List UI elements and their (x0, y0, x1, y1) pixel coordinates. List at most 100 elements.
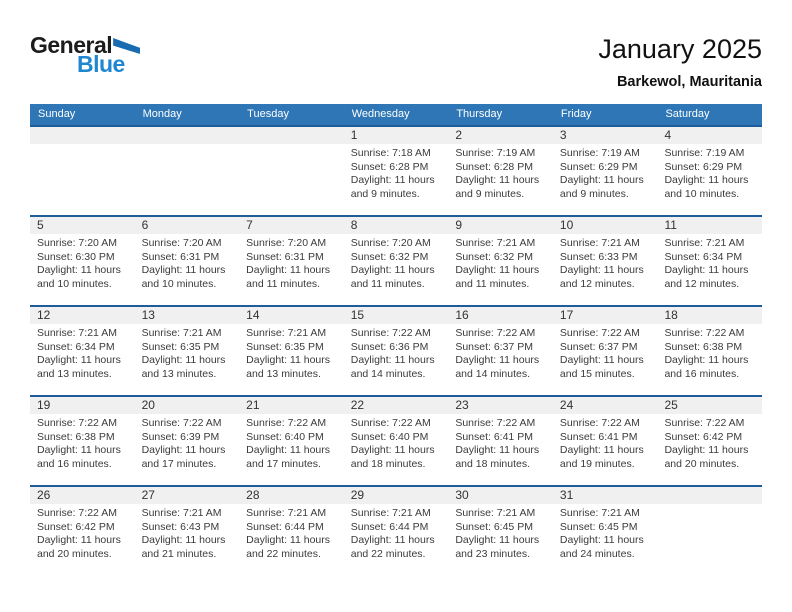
day-number: 24 (552, 397, 658, 414)
sunset-text: Sunset: 6:34 PM (37, 340, 115, 353)
sunset-text: Sunset: 6:44 PM (246, 520, 324, 533)
sunrise-text: Sunrise: 7:19 AM (455, 147, 536, 159)
day-details: Sunrise: 7:22 AM Sunset: 6:36 PM Daylight:… (344, 324, 449, 381)
sunset-text: Sunset: 6:42 PM (37, 520, 115, 533)
day-details: Sunrise: 7:18 AM Sunset: 6:28 PM Daylight:… (344, 144, 449, 201)
daylight-text: Daylight: 11 hours and 14 minutes. (455, 354, 540, 380)
location-subtitle: Barkewol, Mauritania (616, 74, 762, 90)
day-cell-empty (30, 127, 135, 215)
title-block: January 2025 Barkewol, Mauritania (598, 34, 762, 90)
sunset-text: Sunset: 6:39 PM (141, 430, 220, 443)
logo-text-general: General (30, 32, 113, 58)
day-number: 26 (30, 487, 135, 504)
day-details: Sunrise: 7:22 AM Sunset: 6:38 PM Daylight:… (30, 414, 135, 471)
weekday-header-saturday: Saturday (665, 108, 710, 120)
sunrise-text: Sunrise: 7:22 AM (246, 417, 327, 429)
day-number: 17 (552, 307, 658, 324)
day-number: 4 (657, 127, 763, 144)
day-cell: 27 Sunrise: 7:21 AM Sunset: 6:43 PM Dayligh… (134, 487, 240, 575)
day-number: 27 (134, 487, 240, 504)
day-number: 10 (552, 217, 658, 234)
day-details: Sunrise: 7:19 AM Sunset: 6:29 PM Daylight:… (553, 144, 658, 201)
sunset-text: Sunset: 6:34 PM (664, 250, 743, 263)
weekday-header-sunday: Sunday (38, 108, 76, 120)
week-row: 1 Sunrise: 7:18 AM Sunset: 6:28 PM Daylight… (30, 125, 763, 215)
day-cell: 20 Sunrise: 7:22 AM Sunset: 6:39 PM Dayligh… (134, 397, 240, 485)
daylight-text: Daylight: 11 hours and 13 minutes. (141, 354, 226, 380)
day-number: 9 (448, 217, 553, 234)
sunrise-text: Sunrise: 7:22 AM (559, 417, 640, 429)
day-details: Sunrise: 7:21 AM Sunset: 6:32 PM Daylight:… (448, 234, 553, 291)
sunrise-text: Sunrise: 7:22 AM (455, 327, 536, 339)
sunrise-text: Sunrise: 7:21 AM (141, 327, 222, 339)
daylight-text: Daylight: 11 hours and 14 minutes. (350, 354, 435, 380)
sunset-text: Sunset: 6:44 PM (350, 520, 429, 533)
day-details: Sunrise: 7:22 AM Sunset: 6:39 PM Daylight:… (135, 414, 240, 471)
day-number: 30 (448, 487, 553, 504)
day-cell: 3 Sunrise: 7:19 AM Sunset: 6:29 PM Daylight… (552, 127, 658, 215)
daylight-text: Daylight: 11 hours and 12 minutes. (664, 264, 749, 290)
sunrise-text: Sunrise: 7:20 AM (37, 237, 117, 249)
day-details: Sunrise: 7:20 AM Sunset: 6:30 PM Daylight:… (30, 234, 135, 291)
day-number: 19 (30, 397, 135, 414)
sunset-text: Sunset: 6:41 PM (455, 430, 533, 443)
sunset-text: Sunset: 6:28 PM (455, 160, 533, 173)
sunrise-text: Sunrise: 7:21 AM (559, 237, 640, 249)
sunset-text: Sunset: 6:32 PM (455, 250, 533, 263)
daylight-text: Daylight: 11 hours and 22 minutes. (350, 534, 435, 560)
daylight-text: Daylight: 11 hours and 18 minutes. (350, 444, 435, 470)
sunset-text: Sunset: 6:31 PM (141, 250, 220, 263)
day-details: Sunrise: 7:21 AM Sunset: 6:45 PM Daylight:… (448, 504, 553, 561)
sunset-text: Sunset: 6:41 PM (559, 430, 638, 443)
sunrise-text: Sunrise: 7:22 AM (664, 417, 745, 429)
daylight-text: Daylight: 11 hours and 17 minutes. (141, 444, 226, 470)
sunrise-text: Sunrise: 7:22 AM (559, 327, 640, 339)
day-number: 6 (134, 217, 240, 234)
sunset-text: Sunset: 6:36 PM (350, 340, 429, 353)
topbar: General Blue January 2025 Barkewol, Maur… (30, 32, 762, 91)
day-cell: 13 Sunrise: 7:21 AM Sunset: 6:35 PM Dayligh… (134, 307, 240, 395)
day-cell: 30 Sunrise: 7:21 AM Sunset: 6:45 PM Dayligh… (448, 487, 553, 575)
sunset-text: Sunset: 6:35 PM (246, 340, 324, 353)
daylight-text: Daylight: 11 hours and 11 minutes. (455, 264, 540, 290)
daylight-text: Daylight: 11 hours and 10 minutes. (37, 264, 121, 290)
day-cell: 7 Sunrise: 7:20 AM Sunset: 6:31 PM Daylight… (239, 217, 344, 305)
daylight-text: Daylight: 11 hours and 16 minutes. (664, 354, 749, 380)
page-title: January 2025 (598, 34, 762, 64)
day-cell: 18 Sunrise: 7:22 AM Sunset: 6:38 PM Dayligh… (657, 307, 763, 395)
sunrise-text: Sunrise: 7:19 AM (559, 147, 640, 159)
day-number (134, 127, 240, 144)
day-number (657, 487, 763, 504)
sunset-text: Sunset: 6:38 PM (37, 430, 115, 443)
week-row: 5 Sunrise: 7:20 AM Sunset: 6:30 PM Daylight… (30, 215, 763, 305)
day-cell: 29 Sunrise: 7:21 AM Sunset: 6:44 PM Dayligh… (343, 487, 449, 575)
week-row: 19 Sunrise: 7:22 AM Sunset: 6:38 PM Dayligh… (30, 395, 763, 485)
sunrise-text: Sunrise: 7:22 AM (37, 417, 117, 429)
day-cell: 17 Sunrise: 7:22 AM Sunset: 6:37 PM Dayligh… (552, 307, 658, 395)
daylight-text: Daylight: 11 hours and 23 minutes. (455, 534, 540, 560)
sunset-text: Sunset: 6:29 PM (664, 160, 743, 173)
day-number: 22 (343, 397, 449, 414)
day-number: 21 (239, 397, 344, 414)
day-cell: 23 Sunrise: 7:22 AM Sunset: 6:41 PM Dayligh… (448, 397, 553, 485)
sunrise-text: Sunrise: 7:20 AM (246, 237, 327, 249)
sunrise-text: Sunrise: 7:21 AM (246, 327, 327, 339)
sunrise-text: Sunrise: 7:21 AM (350, 507, 431, 519)
day-number: 31 (552, 487, 658, 504)
day-cell: 24 Sunrise: 7:22 AM Sunset: 6:41 PM Dayligh… (552, 397, 658, 485)
sunrise-text: Sunrise: 7:21 AM (141, 507, 222, 519)
sunset-text: Sunset: 6:37 PM (455, 340, 533, 353)
day-number: 29 (343, 487, 449, 504)
daylight-text: Daylight: 11 hours and 13 minutes. (37, 354, 121, 380)
daylight-text: Daylight: 11 hours and 20 minutes. (664, 444, 749, 470)
daylight-text: Daylight: 11 hours and 11 minutes. (350, 264, 435, 290)
day-number: 2 (448, 127, 553, 144)
day-details: Sunrise: 7:19 AM Sunset: 6:29 PM Daylight:… (657, 144, 762, 201)
sunset-text: Sunset: 6:31 PM (246, 250, 324, 263)
day-cell-empty (239, 127, 344, 215)
day-cell: 26 Sunrise: 7:22 AM Sunset: 6:42 PM Dayligh… (30, 487, 135, 575)
week-row: 26 Sunrise: 7:22 AM Sunset: 6:42 PM Dayligh… (30, 485, 763, 575)
day-cell: 22 Sunrise: 7:22 AM Sunset: 6:40 PM Dayligh… (343, 397, 449, 485)
weekday-header-monday: Monday (142, 108, 182, 120)
